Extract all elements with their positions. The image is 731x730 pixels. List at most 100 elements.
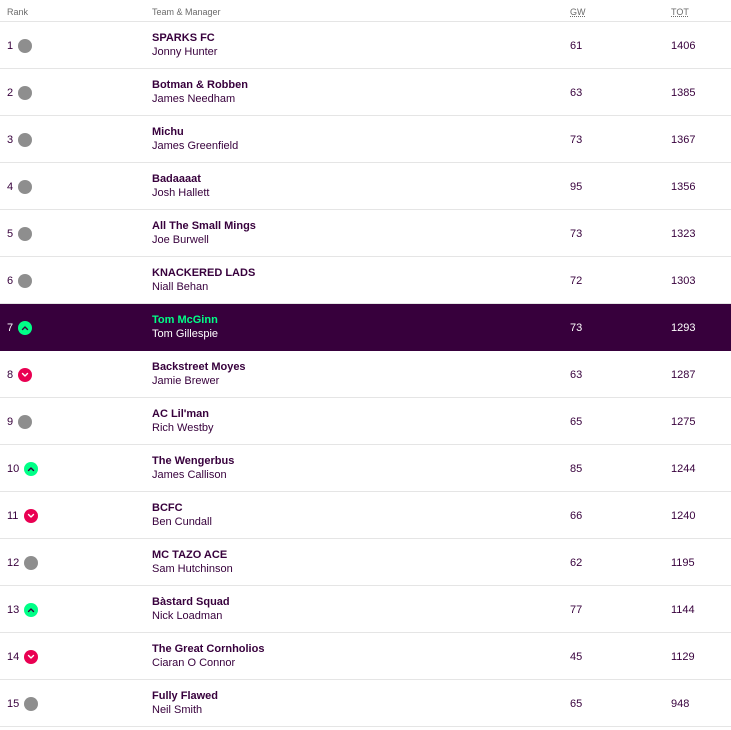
- movement-same-icon: [18, 86, 32, 100]
- table-row[interactable]: 6 KNACKERED LADS Niall Behan 72 1303: [0, 257, 731, 304]
- rank-number: 13: [7, 604, 20, 616]
- manager-name: Nick Loadman: [152, 610, 223, 622]
- manager-name: Joe Burwell: [152, 234, 209, 246]
- team-name-link[interactable]: Botman & Robben: [152, 79, 248, 91]
- table-row[interactable]: 9 AC Lil'man Rich Westby 65 1275: [0, 398, 731, 445]
- table-row[interactable]: 13 Bàstard Squad Nick Loadman 77 1144: [0, 586, 731, 633]
- table-row[interactable]: 8 Backstreet Moyes Jamie Brewer 63 1287: [0, 351, 731, 398]
- gameweek-points: 95: [570, 181, 583, 193]
- total-points: 1356: [671, 181, 696, 193]
- gameweek-points: 77: [570, 604, 583, 616]
- table-row[interactable]: 2 Botman & Robben James Needham 63 1385: [0, 69, 731, 116]
- team-name-link[interactable]: SPARKS FC: [152, 32, 215, 44]
- table-row[interactable]: 15 Fully Flawed Neil Smith 65 948: [0, 680, 731, 727]
- rank-number: 1: [7, 40, 14, 52]
- team-name-link[interactable]: Bàstard Squad: [152, 596, 230, 608]
- gameweek-points: 66: [570, 510, 583, 522]
- team-name-link[interactable]: Backstreet Moyes: [152, 361, 246, 373]
- team-name-link[interactable]: KNACKERED LADS: [152, 267, 256, 279]
- team-name-link[interactable]: Fully Flawed: [152, 690, 219, 702]
- total-points: 1240: [671, 510, 696, 522]
- table-row[interactable]: 11 BCFC Ben Cundall 66 1240: [0, 492, 731, 539]
- gameweek-points: 73: [570, 322, 583, 334]
- manager-name: Jonny Hunter: [152, 46, 218, 58]
- rank-number: 5: [7, 228, 14, 240]
- team-name-link[interactable]: Michu: [152, 126, 184, 138]
- movement-up-icon: [18, 321, 32, 335]
- total-points: 1244: [671, 463, 696, 475]
- team-name-link[interactable]: Badaaaat: [152, 173, 201, 185]
- total-points: 1406: [671, 40, 696, 52]
- rank-number: 15: [7, 698, 20, 710]
- table-row[interactable]: 12 MC TAZO ACE Sam Hutchinson 62 1195: [0, 539, 731, 586]
- manager-name: Ciaran O Connor: [152, 657, 236, 669]
- gameweek-points: 73: [570, 134, 583, 146]
- table-row[interactable]: 3 Michu James Greenfield 73 1367: [0, 116, 731, 163]
- rank-number: 8: [7, 369, 14, 381]
- rank-number: 12: [7, 557, 20, 569]
- total-points: 1323: [671, 228, 696, 240]
- manager-name: Niall Behan: [152, 281, 209, 293]
- manager-name: Ben Cundall: [152, 516, 212, 528]
- manager-name: James Callison: [152, 469, 227, 481]
- rank-number: 6: [7, 275, 14, 287]
- rank-number: 7: [7, 322, 14, 334]
- team-name-link[interactable]: MC TAZO ACE: [152, 549, 228, 561]
- rank-number: 3: [7, 134, 14, 146]
- manager-name: Tom Gillespie: [152, 328, 219, 340]
- total-points: 1385: [671, 87, 696, 99]
- manager-name: Jamie Brewer: [152, 375, 220, 387]
- manager-name: Rich Westby: [152, 422, 214, 434]
- team-name-link[interactable]: The Wengerbus: [152, 455, 235, 467]
- gameweek-points: 65: [570, 698, 583, 710]
- team-name-link[interactable]: Tom McGinn: [152, 314, 218, 326]
- movement-down-icon: [24, 650, 38, 664]
- table-row[interactable]: 4 Badaaaat Josh Hallett 95 1356: [0, 163, 731, 210]
- movement-same-icon: [18, 227, 32, 241]
- manager-name: James Greenfield: [152, 140, 239, 152]
- rank-column-header: Rank: [7, 7, 29, 17]
- table-row[interactable]: 7 Tom McGinn Tom Gillespie 73 1293: [0, 304, 731, 351]
- gameweek-points: 73: [570, 228, 583, 240]
- table-row[interactable]: 10 The Wengerbus James Callison 85 1244: [0, 445, 731, 492]
- gw-column-header[interactable]: GW: [570, 7, 586, 17]
- total-points: 1129: [671, 651, 695, 663]
- team-name-link[interactable]: All The Small Mings: [152, 220, 256, 232]
- gameweek-points: 65: [570, 416, 583, 428]
- team-name-link[interactable]: AC Lil'man: [152, 408, 210, 420]
- standings-table: 1 SPARKS FC Jonny Hunter 61 1406 2 Botman & Ro…: [0, 22, 731, 727]
- rank-number: 14: [7, 651, 20, 663]
- rank-number: 4: [7, 181, 14, 193]
- total-points: 948: [671, 698, 690, 710]
- movement-up-icon: [24, 462, 38, 476]
- movement-same-icon: [18, 415, 32, 429]
- table-header: Rank Team & Manager GW TOT: [0, 0, 731, 22]
- movement-same-icon: [18, 39, 32, 53]
- table-row[interactable]: 14 The Great Cornholios Ciaran O Connor 45 1…: [0, 633, 731, 680]
- total-points: 1293: [671, 322, 696, 334]
- gameweek-points: 63: [570, 87, 583, 99]
- movement-up-icon: [24, 603, 38, 617]
- gameweek-points: 62: [570, 557, 583, 569]
- manager-name: Josh Hallett: [152, 187, 210, 199]
- table-row[interactable]: 5 All The Small Mings Joe Burwell 73 1323: [0, 210, 731, 257]
- gameweek-points: 85: [570, 463, 583, 475]
- team-manager-column-header: Team & Manager: [152, 7, 221, 17]
- movement-same-icon: [18, 180, 32, 194]
- table-row[interactable]: 1 SPARKS FC Jonny Hunter 61 1406: [0, 22, 731, 69]
- manager-name: James Needham: [152, 93, 236, 105]
- movement-same-icon: [24, 697, 38, 711]
- gameweek-points: 45: [570, 651, 583, 663]
- total-points: 1303: [671, 275, 696, 287]
- team-name-link[interactable]: BCFC: [152, 502, 183, 514]
- team-name-link[interactable]: The Great Cornholios: [152, 643, 265, 655]
- manager-name: Neil Smith: [152, 704, 203, 716]
- movement-same-icon: [24, 556, 38, 570]
- movement-down-icon: [18, 368, 32, 382]
- total-points: 1144: [671, 604, 695, 616]
- tot-column-header[interactable]: TOT: [671, 7, 689, 17]
- rank-number: 10: [7, 463, 20, 475]
- gameweek-points: 63: [570, 369, 583, 381]
- manager-name: Sam Hutchinson: [152, 563, 233, 575]
- total-points: 1367: [671, 134, 696, 146]
